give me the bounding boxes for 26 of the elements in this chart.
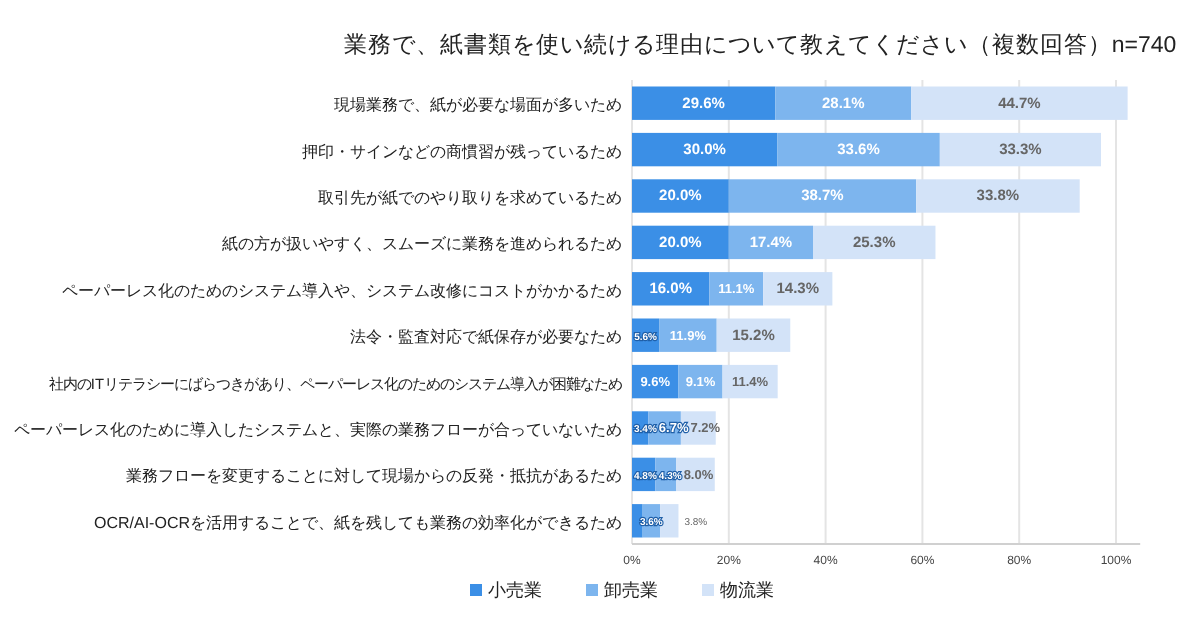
bar <box>813 225 936 260</box>
legend-label: 小売業 <box>488 580 542 600</box>
y-tick-label: 紙の方が扱いやすく、スムーズに業務を進められるため <box>222 235 622 254</box>
bar <box>709 272 764 306</box>
bar <box>728 179 917 213</box>
chart-title: 業務で、紙書類を使い続ける理由について教えてください（複数回答）n=740 <box>343 32 1177 58</box>
bar <box>632 504 643 538</box>
bar <box>911 86 1128 120</box>
bar <box>939 132 1101 167</box>
bar <box>660 504 679 538</box>
y-tick-label: 押印・サインなどの商慣習が残っているため <box>302 142 622 161</box>
bar <box>659 318 717 352</box>
y-tick-label: 業務フローを変更することに対して現場からの反発・抵抗があるため <box>126 467 622 486</box>
y-tick-label: 取引先が紙でのやり取りを求めているため <box>318 189 622 207</box>
bar <box>775 86 912 120</box>
y-tick-label: ペーパーレス化のためのシステム導入や、システム改修にコストがかかるため <box>62 281 622 300</box>
legend-label: 卸売業 <box>604 580 658 600</box>
bar <box>632 132 778 167</box>
y-tick-label: OCR/AI-OCRを活用することで、紙を残しても業務の効率化ができるため <box>94 513 622 532</box>
bar <box>777 132 940 167</box>
y-tick-label: 法令・監査対応で紙保存が必要なため <box>350 328 622 347</box>
y-tick-label: 現場業務で、紙が必要な場面が多いため <box>334 96 622 115</box>
bar <box>916 179 1080 213</box>
bar <box>632 86 776 120</box>
bar <box>632 179 729 213</box>
legend-label: 物流業 <box>720 580 774 600</box>
